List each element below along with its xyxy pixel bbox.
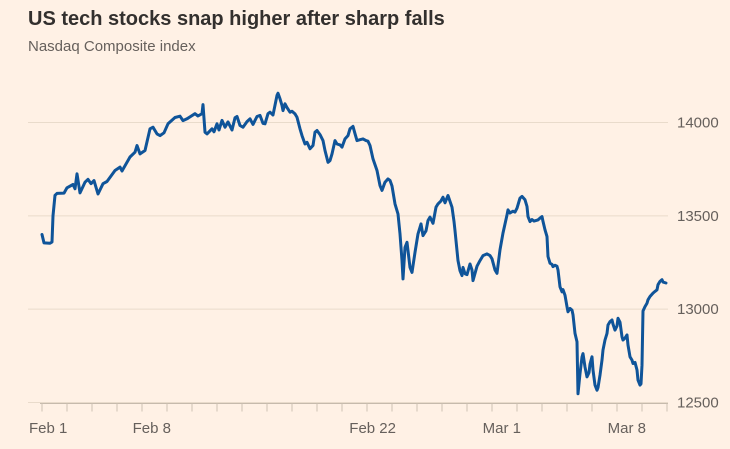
y-axis-label: 12500 [677, 395, 719, 412]
x-axis-label: Mar 1 [483, 420, 521, 437]
x-axis-label: Feb 22 [349, 420, 396, 437]
chart-title: US tech stocks snap higher after sharp f… [28, 8, 445, 30]
y-axis-label: 14000 [677, 115, 719, 132]
price-line [40, 91, 668, 396]
x-axis-label: Mar 8 [608, 420, 646, 437]
chart-subtitle: Nasdaq Composite index [28, 38, 196, 55]
y-axis-label: 13500 [677, 208, 719, 225]
x-axis-label: Feb 1 [29, 420, 67, 437]
x-axis-label: Feb 8 [133, 420, 171, 437]
y-axis-label: 13000 [677, 301, 719, 318]
